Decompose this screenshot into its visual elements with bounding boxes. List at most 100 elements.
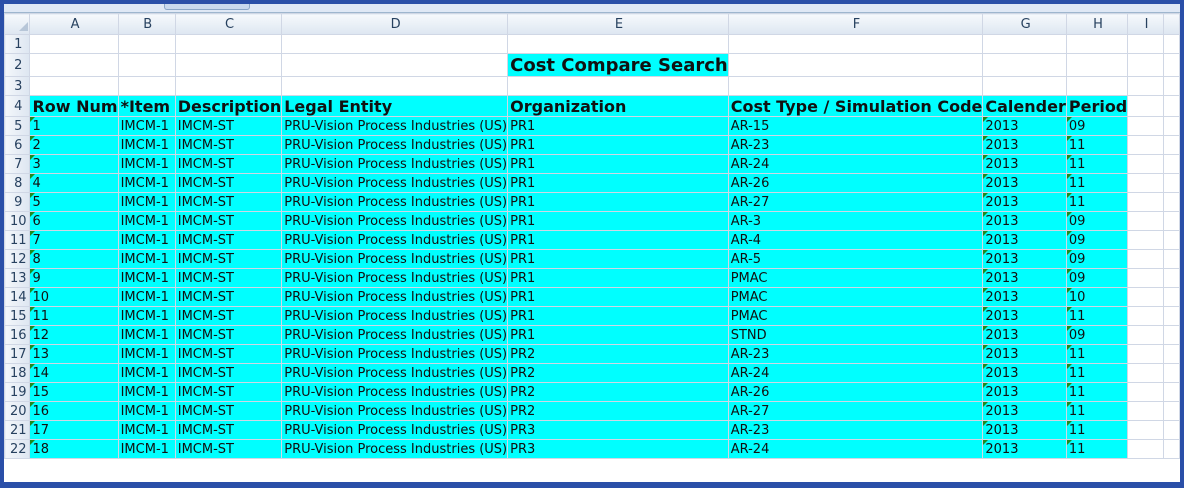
column-title-cell[interactable]: Period [1065, 95, 1129, 117]
data-cell[interactable]: 09 [1065, 116, 1129, 136]
data-cell[interactable]: PRU-Vision Process Industries (US) [281, 382, 509, 402]
empty-cell[interactable] [1162, 344, 1180, 364]
empty-cell[interactable] [29, 53, 119, 77]
data-cell[interactable]: 9 [29, 268, 119, 288]
data-cell[interactable]: IMCM-ST [174, 382, 283, 402]
empty-cell[interactable] [1162, 154, 1180, 174]
row-header-14[interactable]: 14 [4, 287, 31, 307]
empty-cell[interactable] [1127, 287, 1164, 307]
data-cell[interactable]: PRU-Vision Process Industries (US) [281, 116, 509, 136]
row-header-5[interactable]: 5 [4, 116, 31, 136]
data-cell[interactable]: 11 [1065, 306, 1129, 326]
data-cell[interactable]: PRU-Vision Process Industries (US) [281, 268, 509, 288]
data-cell[interactable]: AR-24 [727, 439, 984, 459]
data-cell[interactable]: IMCM-ST [174, 401, 283, 421]
data-cell[interactable]: PMAC [727, 268, 984, 288]
data-cell[interactable]: PRU-Vision Process Industries (US) [281, 173, 509, 193]
empty-cell[interactable] [29, 76, 119, 96]
data-cell[interactable]: IMCM-ST [174, 249, 283, 269]
data-cell[interactable]: 11 [1065, 173, 1129, 193]
empty-cell[interactable] [1162, 95, 1180, 117]
column-header-d[interactable]: D [281, 13, 509, 35]
empty-cell[interactable] [1127, 344, 1164, 364]
data-cell[interactable]: AR-24 [727, 154, 984, 174]
row-header-10[interactable]: 10 [4, 211, 31, 231]
empty-cell[interactable] [727, 76, 984, 96]
row-header-3[interactable]: 3 [4, 76, 31, 96]
data-cell[interactable]: 2013 [982, 230, 1067, 250]
empty-cell[interactable] [507, 34, 729, 54]
empty-cell[interactable] [1127, 173, 1164, 193]
data-cell[interactable]: IMCM-1 [117, 230, 176, 250]
data-cell[interactable]: 11 [1065, 439, 1129, 459]
data-cell[interactable]: IMCM-ST [174, 287, 283, 307]
data-cell[interactable]: 11 [1065, 135, 1129, 155]
data-cell[interactable]: IMCM-ST [174, 325, 283, 345]
select-all-corner[interactable] [4, 13, 31, 35]
empty-cell[interactable] [174, 34, 283, 54]
empty-cell[interactable] [1065, 53, 1129, 77]
data-cell[interactable]: PR1 [507, 230, 729, 250]
data-cell[interactable]: 2013 [982, 401, 1067, 421]
data-cell[interactable]: PR1 [507, 135, 729, 155]
data-cell[interactable]: PMAC [727, 287, 984, 307]
data-cell[interactable]: 2013 [982, 249, 1067, 269]
empty-cell[interactable] [1127, 230, 1164, 250]
empty-cell[interactable] [1162, 116, 1180, 136]
row-header-21[interactable]: 21 [4, 420, 31, 440]
data-cell[interactable]: 11 [1065, 382, 1129, 402]
data-cell[interactable]: IMCM-1 [117, 287, 176, 307]
data-cell[interactable]: 09 [1065, 211, 1129, 231]
data-cell[interactable]: IMCM-ST [174, 306, 283, 326]
data-cell[interactable]: IMCM-1 [117, 116, 176, 136]
empty-cell[interactable] [174, 53, 283, 77]
empty-cell[interactable] [281, 76, 509, 96]
report-title-cell[interactable]: Cost Compare Search [507, 53, 729, 77]
row-header-20[interactable]: 20 [4, 401, 31, 421]
data-cell[interactable]: 09 [1065, 325, 1129, 345]
data-cell[interactable]: PR1 [507, 154, 729, 174]
row-header-18[interactable]: 18 [4, 363, 31, 383]
data-cell[interactable]: IMCM-1 [117, 192, 176, 212]
data-cell[interactable]: PR1 [507, 173, 729, 193]
empty-cell[interactable] [1127, 363, 1164, 383]
data-cell[interactable]: 2013 [982, 116, 1067, 136]
empty-cell[interactable] [1127, 154, 1164, 174]
data-cell[interactable]: IMCM-1 [117, 420, 176, 440]
data-cell[interactable]: PR1 [507, 268, 729, 288]
empty-cell[interactable] [727, 53, 984, 77]
data-cell[interactable]: PRU-Vision Process Industries (US) [281, 192, 509, 212]
empty-cell[interactable] [1127, 211, 1164, 231]
data-cell[interactable]: PR2 [507, 382, 729, 402]
data-cell[interactable]: AR-24 [727, 363, 984, 383]
data-cell[interactable]: IMCM-1 [117, 211, 176, 231]
data-cell[interactable]: PR1 [507, 287, 729, 307]
data-cell[interactable]: 2013 [982, 325, 1067, 345]
data-cell[interactable]: 2013 [982, 268, 1067, 288]
data-cell[interactable]: PRU-Vision Process Industries (US) [281, 420, 509, 440]
data-cell[interactable]: PR1 [507, 116, 729, 136]
column-header-c[interactable]: C [174, 13, 283, 35]
data-cell[interactable]: 11 [1065, 363, 1129, 383]
empty-cell[interactable] [1127, 325, 1164, 345]
column-title-cell[interactable]: Calender [982, 95, 1067, 117]
data-cell[interactable]: AR-23 [727, 344, 984, 364]
empty-cell[interactable] [1162, 192, 1180, 212]
empty-cell[interactable] [1162, 76, 1180, 96]
data-cell[interactable]: AR-26 [727, 173, 984, 193]
data-cell[interactable]: 6 [29, 211, 119, 231]
column-header-next[interactable] [1162, 13, 1180, 35]
empty-cell[interactable] [982, 53, 1067, 77]
data-cell[interactable]: PR1 [507, 192, 729, 212]
row-header-12[interactable]: 12 [4, 249, 31, 269]
empty-cell[interactable] [174, 76, 283, 96]
ribbon-tab-stub[interactable] [164, 4, 250, 10]
data-cell[interactable]: IMCM-ST [174, 135, 283, 155]
data-cell[interactable]: IMCM-1 [117, 363, 176, 383]
data-cell[interactable]: 14 [29, 363, 119, 383]
data-cell[interactable]: IMCM-ST [174, 439, 283, 459]
empty-cell[interactable] [281, 53, 509, 77]
empty-cell[interactable] [1162, 401, 1180, 421]
empty-cell[interactable] [727, 34, 984, 54]
data-cell[interactable]: STND [727, 325, 984, 345]
